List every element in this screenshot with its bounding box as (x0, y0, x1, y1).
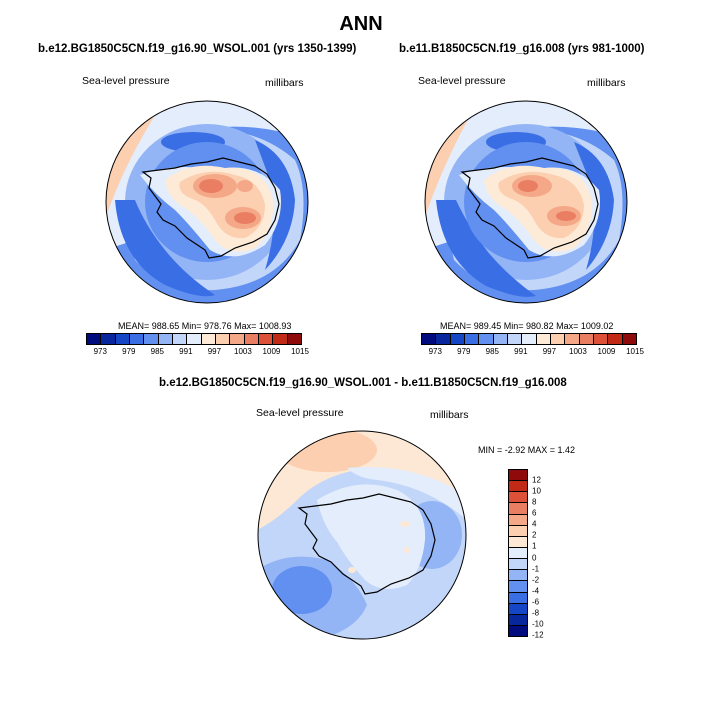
colorbar-tick-label: 1015 (291, 347, 309, 356)
panel2-colorbar-ticks: 973 979 985 991 997 1003 1009 1015 (421, 347, 644, 357)
colorbar-tick-label: 991 (179, 347, 193, 356)
colorbar-swatch (101, 334, 116, 344)
colorbar-swatch (565, 334, 580, 344)
colorbar-tick-label: 2 (532, 530, 537, 540)
colorbar-tick-label: -6 (532, 597, 540, 607)
colorbar-swatch (509, 514, 527, 526)
colorbar-tick-label: 8 (532, 497, 537, 507)
page-title: ANN (339, 13, 383, 35)
colorbar-tick-label: -12 (532, 630, 544, 640)
colorbar-swatch (536, 334, 551, 344)
colorbar-swatch (115, 334, 130, 344)
colorbar-tick-label: 985 (150, 347, 165, 356)
colorbar-tick-label: 1009 (262, 347, 281, 356)
colorbar-swatch (622, 334, 636, 344)
panel1-colorbar (86, 333, 302, 345)
colorbar-tick-label: 6 (532, 508, 537, 518)
colorbar-swatch (244, 334, 259, 344)
colorbar-swatch (509, 559, 527, 571)
panel2-units-label: millibars (587, 77, 626, 89)
colorbar-tick-label: 979 (457, 347, 471, 356)
colorbar-swatch (144, 334, 159, 344)
colorbar-tick-label: 997 (207, 347, 222, 356)
panel1-stats: MEAN= 988.65 Min= 978.76 Max= 1008.93 (118, 321, 292, 331)
colorbar-tick-label: 1015 (626, 347, 644, 356)
diff-polar-map (257, 430, 467, 640)
colorbar-tick-label: 1003 (234, 347, 252, 356)
colorbar-tick-label: 985 (485, 347, 500, 356)
diff-field-label: Sea-level pressure (256, 407, 344, 419)
panel1-polar-map (105, 100, 309, 304)
colorbar-swatch (509, 470, 527, 482)
colorbar-tick-label: -2 (532, 575, 540, 585)
colorbar-swatch (509, 570, 527, 582)
colorbar-tick-label: 997 (542, 347, 557, 356)
colorbar-swatch (522, 334, 537, 344)
colorbar-swatch (230, 334, 245, 344)
panel2-polar-map (424, 100, 628, 304)
colorbar-swatch (273, 334, 288, 344)
panel1-title: b.e12.BG1850C5CN.f19_g16.90_WSOL.001 (yr… (38, 43, 357, 55)
colorbar-swatch (422, 334, 437, 344)
diff-title: b.e12.BG1850C5CN.f19_g16.90_WSOL.001 - b… (159, 377, 567, 389)
colorbar-swatch (509, 536, 527, 548)
colorbar-swatch (507, 334, 523, 344)
colorbar-swatch (187, 334, 202, 344)
diff-units-label: millibars (430, 409, 469, 421)
colorbar-swatch (215, 334, 231, 344)
colorbar-tick-label: -8 (532, 608, 540, 618)
panel1-colorbar-ticks: 973 979 985 991 997 1003 1009 1015 (86, 347, 309, 357)
panel2-title: b.e11.B1850C5CN.f19_g16.008 (yrs 981-100… (399, 43, 645, 55)
colorbar-tick-label: 979 (122, 347, 136, 356)
colorbar-swatch (509, 503, 527, 515)
colorbar-swatch (579, 334, 594, 344)
diff-colorbar-ticks: 12 10 8 6 4 2 1 0 -1 -2 -4 -6 -8 -10 -12 (532, 469, 562, 640)
colorbar-swatch (509, 492, 527, 504)
colorbar-swatch (287, 334, 301, 344)
colorbar-swatch (479, 334, 494, 344)
colorbar-tick-label: 991 (514, 347, 528, 356)
panel2-stats: MEAN= 989.45 Min= 980.82 Max= 1009.02 (440, 321, 614, 331)
colorbar-swatch (593, 334, 609, 344)
colorbar-swatch (158, 334, 173, 344)
colorbar-swatch (436, 334, 451, 344)
colorbar-swatch (509, 592, 527, 604)
colorbar-swatch (509, 481, 527, 493)
colorbar-swatch (464, 334, 480, 344)
colorbar-tick-label: 1009 (597, 347, 616, 356)
panel2-colorbar (421, 333, 637, 345)
colorbar-swatch (258, 334, 274, 344)
colorbar-swatch (87, 334, 102, 344)
colorbar-swatch (201, 334, 216, 344)
colorbar-tick-label: -1 (532, 564, 540, 574)
panel2-field-label: Sea-level pressure (418, 75, 506, 87)
colorbar-swatch (509, 625, 527, 637)
colorbar-tick-label: 1003 (569, 347, 587, 356)
colorbar-tick-label: 973 (93, 347, 107, 356)
colorbar-swatch (509, 581, 527, 593)
colorbar-swatch (172, 334, 188, 344)
colorbar-tick-label: 973 (428, 347, 442, 356)
colorbar-swatch (608, 334, 623, 344)
colorbar-swatch (493, 334, 508, 344)
colorbar-swatch (550, 334, 566, 344)
colorbar-tick-label: 10 (532, 486, 541, 496)
diff-stats: MIN = -2.92 MAX = 1.42 (478, 445, 576, 455)
colorbar-tick-label: -4 (532, 586, 540, 596)
colorbar-swatch (129, 334, 145, 344)
colorbar-tick-label: 4 (532, 519, 537, 529)
colorbar-tick-label: -10 (532, 619, 544, 629)
colorbar-swatch (450, 334, 465, 344)
colorbar-tick-label: 1 (532, 541, 537, 551)
colorbar-tick-label: 0 (532, 553, 537, 563)
colorbar-swatch (509, 547, 527, 560)
colorbar-tick-label: 12 (532, 475, 541, 485)
panel1-field-label: Sea-level pressure (82, 75, 170, 87)
colorbar-swatch (509, 603, 527, 615)
colorbar-swatch (509, 614, 527, 626)
colorbar-swatch (509, 525, 527, 537)
panel1-units-label: millibars (265, 77, 304, 89)
diff-colorbar (508, 469, 528, 637)
